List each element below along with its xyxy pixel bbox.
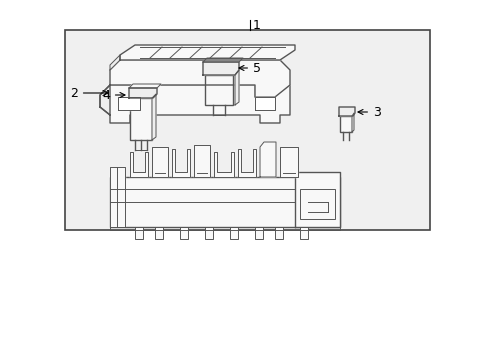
Polygon shape	[152, 94, 156, 140]
Polygon shape	[110, 60, 290, 97]
Bar	[135, 227, 143, 239]
Polygon shape	[194, 145, 210, 177]
Text: 4: 4	[102, 89, 125, 102]
Bar	[300, 227, 308, 239]
Polygon shape	[203, 62, 239, 75]
Polygon shape	[352, 113, 354, 132]
Text: 3: 3	[358, 105, 381, 118]
Polygon shape	[130, 152, 148, 177]
Bar	[110, 177, 340, 227]
Bar	[205, 75, 233, 105]
Polygon shape	[235, 70, 239, 105]
Polygon shape	[203, 58, 243, 62]
Polygon shape	[118, 97, 140, 110]
Polygon shape	[172, 149, 190, 177]
Polygon shape	[238, 149, 256, 177]
Polygon shape	[295, 172, 340, 227]
Polygon shape	[129, 88, 157, 98]
Polygon shape	[280, 147, 298, 177]
Bar	[340, 116, 352, 132]
Text: 1: 1	[253, 18, 261, 32]
Bar	[205, 227, 213, 239]
Text: 2: 2	[70, 86, 108, 99]
Bar	[65, 30, 430, 230]
Bar	[300, 189, 335, 219]
Polygon shape	[110, 167, 125, 227]
Bar	[155, 227, 163, 239]
Polygon shape	[100, 85, 110, 115]
Polygon shape	[120, 45, 295, 60]
Polygon shape	[260, 142, 276, 177]
Bar	[180, 227, 188, 239]
Polygon shape	[255, 97, 275, 110]
Polygon shape	[100, 85, 290, 123]
Bar	[255, 227, 263, 239]
Text: 5: 5	[239, 62, 261, 75]
Bar	[130, 98, 152, 140]
Bar	[275, 227, 283, 239]
Polygon shape	[110, 55, 120, 70]
Polygon shape	[152, 147, 168, 177]
Polygon shape	[214, 152, 234, 177]
Polygon shape	[339, 107, 355, 116]
Polygon shape	[129, 84, 161, 88]
Bar	[230, 227, 238, 239]
